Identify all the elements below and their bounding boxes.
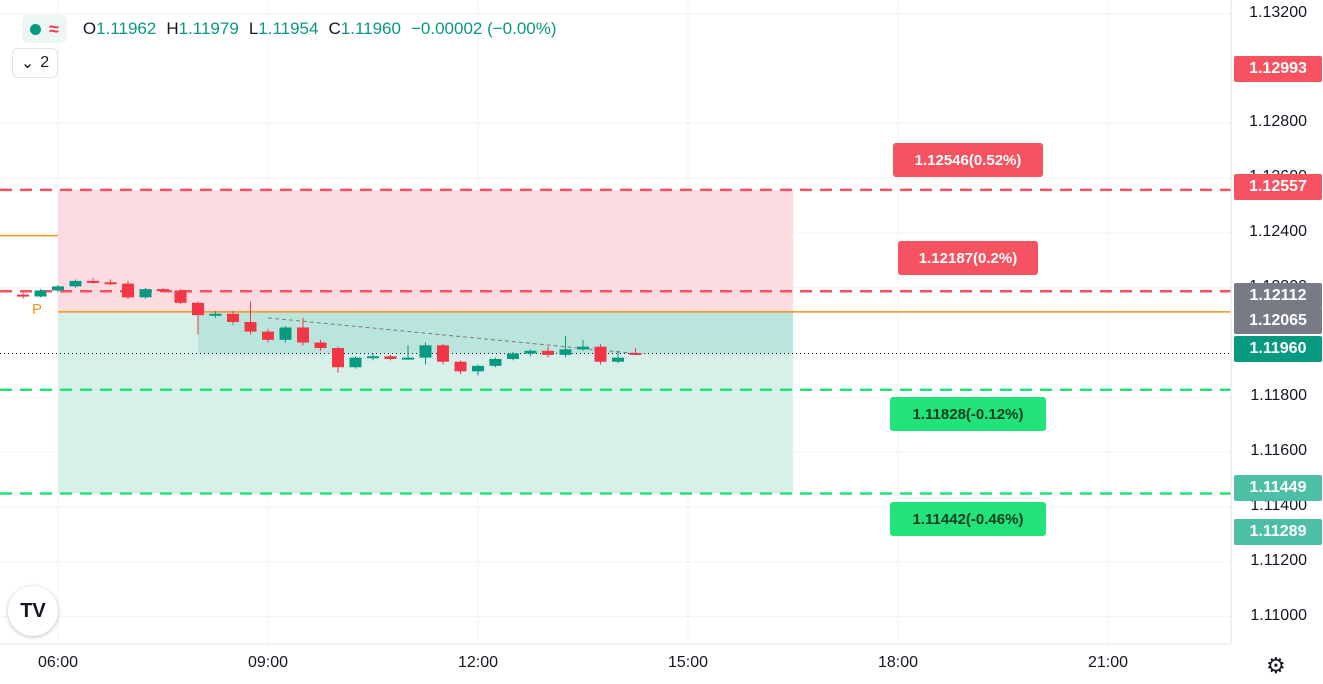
candle-body — [489, 358, 502, 366]
projection-line — [267, 317, 636, 355]
high-value: 1.11979 — [178, 19, 239, 38]
time-axis-label: 12:00 — [457, 654, 499, 671]
candle-body — [174, 290, 187, 303]
ohlc-legend: ≈ O 1.11962 H 1.11979 L 1.11954 C 1.1196… — [22, 14, 567, 44]
low-label: L — [248, 19, 259, 38]
tradingview-logo[interactable]: TV — [8, 586, 58, 636]
indicators-count: 2 — [40, 54, 50, 71]
candle-body — [279, 327, 292, 340]
price-tag: 1.11289 — [1234, 519, 1322, 545]
candle-body — [87, 280, 99, 283]
target1-callout-text: 1.11828(-0.12%) — [912, 405, 1024, 423]
candle-body — [69, 280, 82, 287]
candle-body — [507, 353, 519, 359]
stop2-callout[interactable]: 1.12187(0.2%) — [898, 241, 1038, 275]
time-axis-label: 09:00 — [247, 654, 289, 671]
price-tag: 1.12065 — [1234, 308, 1322, 334]
price-tag: 1.11449 — [1234, 475, 1322, 501]
level-lines — [0, 188, 1231, 495]
candle-body — [332, 348, 344, 368]
indicators-toggle-button[interactable]: ⌄ 2 — [12, 48, 58, 78]
candle-body — [367, 356, 379, 359]
stop2-callout-text: 1.12187(0.2%) — [918, 249, 1018, 267]
price-axis-label: 1.11000 — [1250, 606, 1307, 624]
stop-callout-text: 1.12546(0.52%) — [914, 151, 1022, 169]
candle-body — [34, 290, 47, 297]
logo-text: TV — [20, 599, 46, 622]
price-axis-label: 1.11400 — [1250, 496, 1307, 514]
close-value: 1.11960 — [340, 19, 401, 38]
price-axis-label: 1.11600 — [1250, 442, 1307, 460]
candle-body — [52, 286, 64, 291]
price-axis-label: 1.13200 — [1249, 3, 1307, 21]
candle-body — [402, 357, 414, 360]
price-axis-label: 1.11200 — [1250, 551, 1307, 569]
stop-callout[interactable]: 1.12546(0.52%) — [893, 143, 1043, 177]
wave-icon: ≈ — [49, 18, 59, 39]
close-label: C — [328, 19, 341, 38]
candle-body — [524, 350, 537, 354]
change-value: −0.00002 (−0.00%) — [410, 19, 557, 38]
candle-body — [209, 313, 222, 316]
time-axis-label: 21:00 — [1087, 654, 1129, 671]
low-value: 1.11954 — [258, 19, 319, 38]
target2-callout-text: 1.11442(-0.46%) — [912, 510, 1024, 528]
candle-body — [244, 322, 257, 332]
candle-body — [122, 283, 134, 298]
risk-zone — [58, 189, 793, 312]
open-label: O — [82, 19, 97, 38]
candle-body — [542, 350, 554, 355]
candle-body — [314, 342, 327, 349]
time-axis-label: 06:00 — [37, 654, 79, 671]
candle-body — [349, 357, 362, 368]
candles — [17, 278, 642, 376]
time-axis-label: 15:00 — [667, 654, 709, 671]
candle-body — [612, 357, 624, 362]
candle-body — [104, 282, 117, 285]
candle-body — [384, 356, 397, 359]
price-axis-label: 1.12400 — [1249, 222, 1307, 240]
price-tag: 1.12993 — [1234, 56, 1322, 82]
candle-body — [577, 346, 589, 350]
price-tag: 1.12112 — [1234, 283, 1322, 309]
candle-body — [192, 302, 204, 316]
candle-body — [559, 349, 572, 355]
high-label: H — [166, 19, 179, 38]
target2-callout[interactable]: 1.11442(-0.46%) — [890, 502, 1046, 536]
candle-body — [139, 289, 152, 298]
target1-callout[interactable]: 1.11828(-0.12%) — [890, 397, 1046, 431]
price-axis-label: 1.12800 — [1249, 113, 1307, 131]
candle-body — [472, 365, 484, 372]
symbol-status-pill[interactable]: ≈ — [22, 15, 67, 43]
candle-body — [157, 289, 169, 292]
chevron-down-icon: ⌄ — [20, 55, 35, 72]
pivot-label: P — [32, 301, 42, 318]
price-tag: 1.12557 — [1234, 174, 1322, 200]
price-axis-label: 1.11800 — [1250, 387, 1307, 405]
status-dot-icon — [30, 23, 41, 35]
gear-icon[interactable]: ⚙ — [1266, 653, 1286, 678]
candle-body — [227, 313, 239, 322]
price-tag: 1.11960 — [1234, 336, 1322, 362]
candle-body — [297, 327, 309, 343]
candle-body — [454, 361, 467, 372]
candle-body — [437, 345, 449, 362]
candle-body — [17, 294, 29, 297]
candle-body — [419, 345, 432, 358]
open-value: 1.11962 — [96, 19, 157, 38]
time-axis-label: 18:00 — [877, 654, 919, 671]
candle-body — [262, 331, 274, 340]
candle-body — [629, 352, 642, 355]
candle-body — [594, 346, 607, 362]
